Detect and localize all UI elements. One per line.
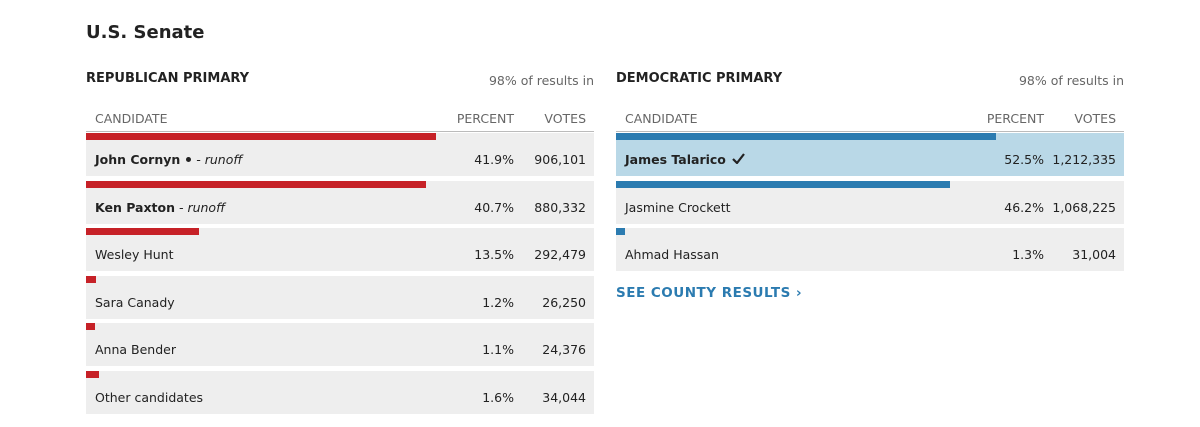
candidate-row [86,180,594,224]
candidate-cell: Other candidates [95,390,203,406]
check-path [732,153,745,165]
candidate-name: Sara Canady [95,294,175,310]
percent-cell: 1.3% [1012,247,1044,262]
percent-cell: 40.7% [474,199,514,215]
race-heading: DEMOCRATIC PRIMARY [616,71,783,86]
vote-bar [86,275,97,283]
results-status: 98% of results in [488,73,594,88]
vote-bar [616,180,951,188]
column-header: VOTES [1074,111,1116,126]
percent-cell: 1.1% [482,342,514,357]
candidate-name: James Talarico [625,152,726,167]
votes-cell: 26,250 [542,294,586,310]
percent-cell: 46.2% [1004,199,1044,215]
candidate-cell: Ahmad Hassan [625,247,719,263]
candidate-row [86,323,594,366]
header-rule [616,131,1124,132]
candidate-row [86,275,594,319]
column-header: PERCENT [456,111,514,126]
candidate-cell: Wesley Hunt [95,247,174,263]
vote-bar [86,228,199,235]
percent-cell: 1.6% [482,389,514,405]
candidate-name: Wesley Hunt [95,247,174,262]
candidate-cell: Anna Bender [95,342,176,358]
candidate-name: Ahmad Hassan [625,247,719,262]
vote-bar [86,323,96,330]
candidate-cell: James Talarico [625,152,745,168]
vote-bar [86,180,426,188]
percent-cell: 52.5% [1004,152,1044,167]
incumbent-dot [186,157,192,162]
column-header: CANDIDATE [625,111,698,126]
candidate-cell: Sara Canady [95,295,175,311]
candidate-row [616,133,1124,176]
votes-cell: 31,004 [1072,247,1116,262]
votes-cell: 906,101 [534,152,586,167]
results-status: 98% of results in [1018,73,1124,88]
candidate-row [616,180,1124,224]
candidate-row [86,370,594,414]
votes-cell: 292,479 [534,247,586,262]
candidate-cell: Ken Paxton - runoff [95,200,225,216]
winner-check [732,153,745,165]
percent-cell: 41.9% [474,152,514,167]
candidate-row [616,228,1124,271]
header-rule [86,131,594,132]
column-header: CANDIDATE [95,111,168,126]
percent-cell: 13.5% [474,247,514,262]
race-heading: REPUBLICAN PRIMARY [86,71,250,86]
candidate-name: Anna Bender [95,342,176,357]
candidate-note: - runoff [178,199,226,215]
candidate-row [86,228,594,271]
votes-cell: 34,044 [542,389,586,405]
candidate-name: John Cornyn [95,152,181,167]
column-header: PERCENT [986,111,1044,126]
candidate-name: Jasmine Crockett [625,199,731,215]
vote-bar [616,228,626,235]
vote-bar [86,133,436,140]
column-header: VOTES [544,111,586,126]
candidate-note: - runoff [196,152,243,167]
candidate-name: Other candidates [95,389,204,405]
candidate-cell: Jasmine Crockett [625,200,731,216]
votes-cell: 24,376 [542,342,586,357]
votes-cell: 880,332 [534,199,586,215]
candidate-name: Ken Paxton [95,199,175,215]
votes-cell: 1,068,225 [1052,199,1116,215]
title: U.S. Senate [86,22,205,43]
percent-cell: 1.2% [482,294,514,310]
vote-bar [86,370,100,378]
candidate-cell: John Cornyn - runoff [95,152,242,168]
county-results-link[interactable]: SEE COUNTY RESULTS › [616,285,803,301]
candidate-row [86,133,594,176]
votes-cell: 1,212,335 [1052,152,1116,167]
vote-bar [616,133,997,140]
